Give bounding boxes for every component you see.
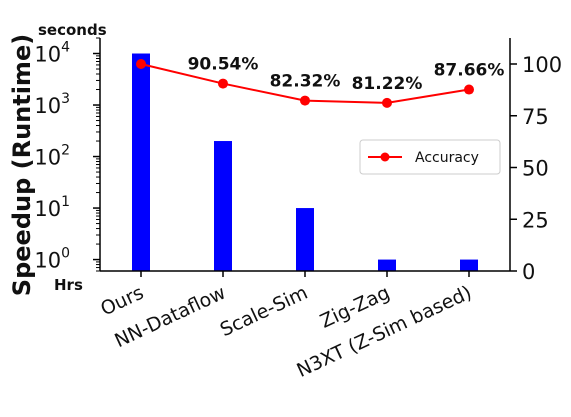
left-tick-label-2: 102 [34,143,70,170]
left-tick-exponent-4: 4 [61,40,70,56]
left-tick-label-4: 104 [34,40,70,67]
left-tick-label-3: 103 [34,91,70,118]
speedup-bar-1 [214,141,232,271]
category-label-2: Scale-Sim [217,282,311,342]
left-tick-label-1: 101 [34,194,70,221]
accuracy-point-0 [136,59,146,69]
legend-label: Accuracy [415,150,479,166]
legend-swatch-marker [380,152,390,162]
y-axis-bottom-unit: Hrs [54,276,83,294]
accuracy-line-layer [136,59,474,108]
speedup-bar-4 [460,259,478,271]
accuracy-value-label-2: 82.32% [270,72,341,92]
accuracy-point-3 [382,97,392,108]
accuracy-point-4 [464,84,474,95]
accuracy-point-1 [218,78,228,89]
legend: Accuracy [359,139,501,175]
speedup-bar-2 [296,208,314,271]
right-tick-label-0: 0 [522,260,535,284]
accuracy-value-label-4: 87.66% [434,61,505,81]
accuracy-point-2 [300,95,310,106]
bars-layer [132,53,478,272]
left-tick-exponent-2: 2 [61,143,70,159]
right-tick-label-1: 25 [522,208,549,232]
right-tick-label-3: 75 [522,105,549,129]
left-tick-exponent-0: 0 [61,246,70,262]
y-axis-top-unit: seconds [38,21,107,39]
category-label-0: Ours [97,282,147,321]
legend-box [359,139,501,175]
accuracy-value-label-3: 81.22% [352,74,423,94]
speedup-bar-3 [378,259,396,271]
right-tick-label-4: 100 [522,53,562,77]
speedup-bar-0 [132,53,150,272]
left-tick-exponent-1: 1 [61,194,70,210]
left-tick-exponent-3: 3 [61,91,70,107]
left-tick-label-0: 100 [34,246,70,273]
right-tick-label-2: 50 [522,157,549,181]
accuracy-value-label-1: 90.54% [188,55,259,75]
axes-layer [93,37,517,277]
y-axis-title: Speedup (Runtime) [8,34,36,296]
